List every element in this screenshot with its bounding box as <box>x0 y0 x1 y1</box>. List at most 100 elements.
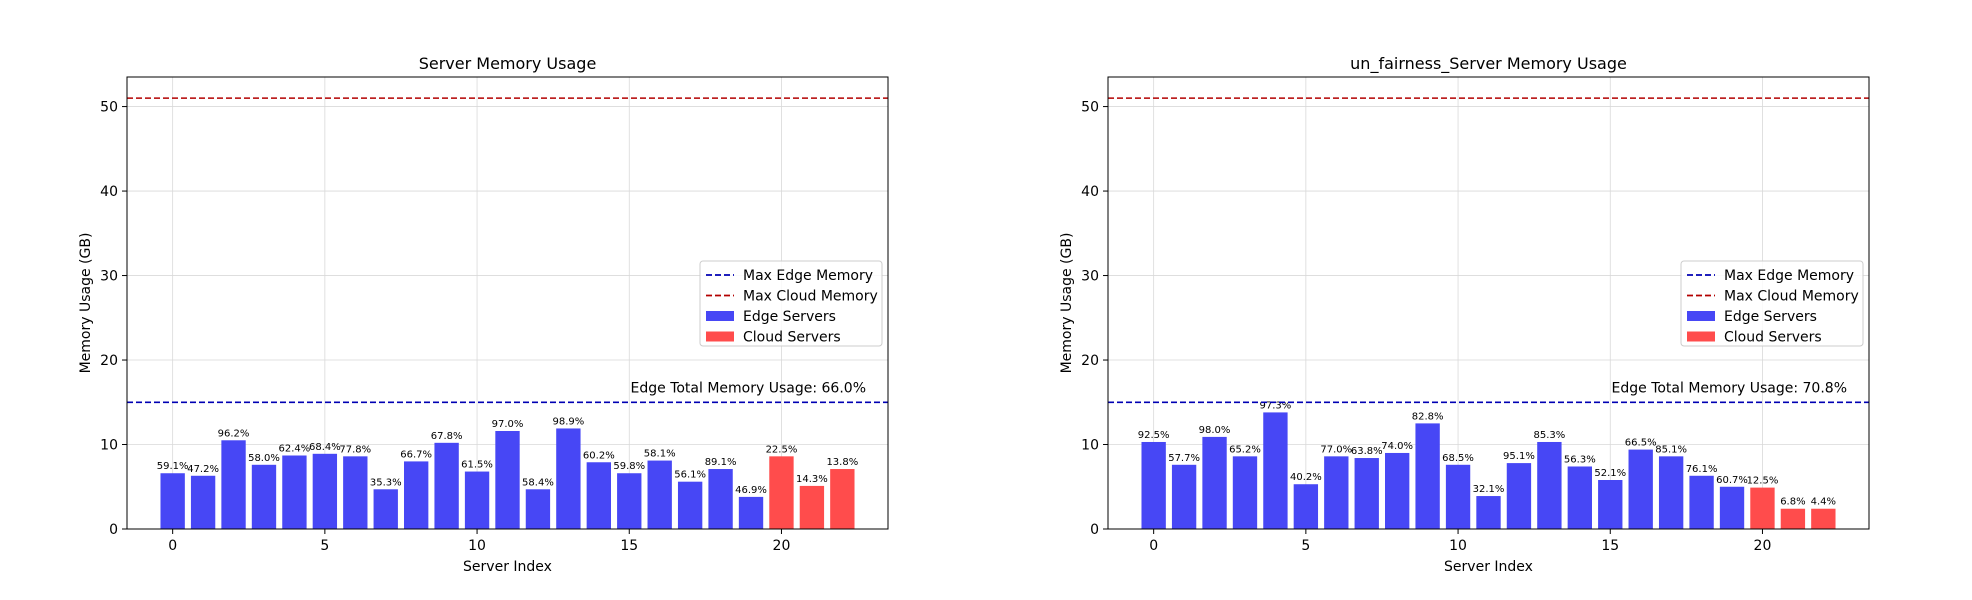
cloud-server-bar <box>830 469 855 529</box>
bar-percent-label: 60.2% <box>583 450 615 461</box>
chart-panel-1: 59.1%47.2% 96.2% 58.0%62.4%68.4%77.8% 35.3%… <box>78 54 889 575</box>
bar-percent-label: 12.5% <box>1747 476 1779 487</box>
legend-cloud-servers-label: Cloud Servers <box>1724 330 1822 346</box>
bar-percent-label: 66.7% <box>400 449 432 460</box>
bar-percent-label: 77.0% <box>1320 444 1352 455</box>
bar-percent-label: 59.1% <box>157 461 189 472</box>
y-tick-label: 30 <box>100 269 118 285</box>
edge-server-bar <box>221 440 246 529</box>
y-tick-label: 40 <box>100 184 118 200</box>
edge-server-bar <box>373 489 398 529</box>
y-tick-label: 0 <box>1090 522 1099 538</box>
bar-percent-label: 96.2% <box>218 428 250 439</box>
y-tick-label: 40 <box>1081 184 1099 200</box>
edge-server-bar <box>1628 449 1653 529</box>
edge-server-bar <box>1567 466 1592 529</box>
edge-server-bar <box>1445 464 1471 529</box>
x-axis-label: Server Index <box>463 559 552 575</box>
x-tick-label: 5 <box>320 538 329 554</box>
bar-percent-label: 4.4% <box>1811 497 1836 508</box>
bar-percent-label: 58.1% <box>644 449 676 460</box>
bar-percent-label: 58.4% <box>522 477 554 488</box>
edge-total-usage-annotation: Edge Total Memory Usage: 66.0% <box>631 380 866 396</box>
legend-cloud-servers-label: Cloud Servers <box>743 330 841 346</box>
edge-server-bar <box>312 453 338 529</box>
x-tick-label: 20 <box>1754 538 1772 554</box>
edge-server-bar <box>1141 441 1166 529</box>
x-tick-label: 20 <box>773 538 791 554</box>
legend-max-cloud-memory-label: Max Cloud Memory <box>743 289 878 305</box>
bar-percent-label: 65.2% <box>1229 444 1261 455</box>
cloud-server-bar <box>1750 487 1775 529</box>
plot-frame <box>1107 76 1870 530</box>
bar-percent-label: 35.3% <box>370 477 402 488</box>
bar-percent-label: 62.4% <box>279 443 311 454</box>
bar-percent-label: 85.1% <box>1655 444 1687 455</box>
bar-percent-label: 98.9% <box>552 416 584 427</box>
legend-edge-servers-swatch <box>1687 311 1715 321</box>
legend-edge-servers-label: Edge Servers <box>743 309 836 325</box>
edge-server-bar <box>647 460 672 529</box>
bar-percent-label: 13.8% <box>826 457 858 468</box>
edge-server-bar <box>495 430 520 529</box>
edge-server-bar <box>1385 452 1410 529</box>
edge-server-bar <box>1202 436 1227 529</box>
bar-percent-label: 57.7% <box>1168 453 1200 464</box>
bar-percent-label: 22.5% <box>766 444 798 455</box>
bar-percent-label: 40.2% <box>1290 472 1322 483</box>
bar-percent-label: 85.3% <box>1533 430 1565 441</box>
legend-cloud-servers-swatch <box>1687 331 1715 342</box>
y-tick-label: 10 <box>100 438 118 454</box>
edge-server-bar <box>617 473 642 529</box>
legend: Max Edge Memory Max Cloud Memory Edge Serv… <box>1680 260 1864 347</box>
y-tick-label: 50 <box>100 100 118 116</box>
bar-percent-label: 59.8% <box>613 461 645 472</box>
legend-box <box>1680 260 1864 347</box>
edge-server-bar <box>677 481 703 529</box>
bar-percent-label: 32.1% <box>1473 484 1505 495</box>
x-tick-label: 10 <box>468 538 486 554</box>
edge-server-bar <box>190 475 216 529</box>
bar-percent-label: 97.0% <box>492 419 524 430</box>
x-tick-label: 0 <box>1149 538 1158 554</box>
y-axis-label: Memory Usage (GB) <box>1059 233 1075 374</box>
bar-percent-label: 60.7% <box>1716 475 1748 486</box>
x-axis-label: Server Index <box>1444 559 1533 575</box>
cloud-server-bar <box>1811 508 1836 529</box>
x-tick-label: 15 <box>620 538 638 554</box>
bar-percent-label: 92.5% <box>1138 430 1170 441</box>
x-tick-label: 0 <box>168 538 177 554</box>
edge-server-bar <box>1232 456 1258 529</box>
edge-server-bar <box>1171 464 1197 529</box>
bar-percent-label: 67.8% <box>431 431 463 442</box>
legend: Max Edge Memory Max Cloud Memory Edge Serv… <box>699 260 883 347</box>
edge-server-bar <box>1598 479 1623 529</box>
legend-edge-servers-label: Edge Servers <box>1724 309 1817 325</box>
legend-cloud-servers-swatch <box>706 331 734 342</box>
legend-max-edge-memory-label: Max Edge Memory <box>1724 268 1854 284</box>
edge-server-bar <box>1476 496 1501 529</box>
bar-percent-label: 63.8% <box>1351 446 1383 457</box>
cloud-server-bar <box>1780 508 1806 529</box>
bar-percent-label: 68.4% <box>309 442 341 453</box>
edge-server-bar <box>404 461 429 529</box>
edge-server-bar <box>343 456 368 529</box>
bar-percent-label: 97.3% <box>1260 400 1292 411</box>
cloud-server-bar <box>769 456 794 529</box>
bar-percent-label: 98.0% <box>1199 425 1231 436</box>
bar-percent-label: 89.1% <box>705 457 737 468</box>
edge-server-bar <box>556 428 581 529</box>
legend-box <box>699 260 883 347</box>
edge-server-bar <box>1689 475 1714 529</box>
edge-server-bar <box>1506 463 1532 529</box>
edge-server-bar <box>1719 486 1745 529</box>
edge-server-bar <box>1658 456 1684 529</box>
plot-frame <box>126 76 889 530</box>
chart-title: Server Memory Usage <box>419 54 597 73</box>
legend-max-edge-memory-label: Max Edge Memory <box>743 268 873 284</box>
x-tick-label: 5 <box>1301 538 1310 554</box>
bar-percent-label: 68.5% <box>1442 453 1474 464</box>
legend-edge-servers-swatch <box>706 311 734 321</box>
edge-server-bar <box>1263 412 1288 529</box>
